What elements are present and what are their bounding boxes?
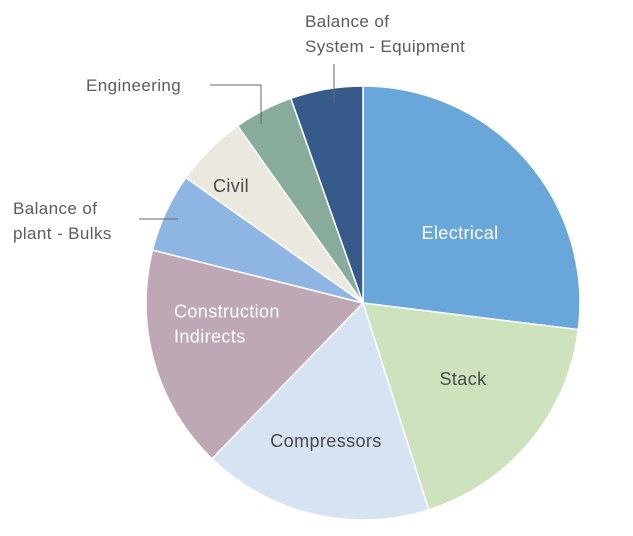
slice-label-compressors: Compressors [270, 431, 381, 451]
leader-line-engineering [210, 84, 262, 124]
pie-slice-construction-indirects [145, 249, 364, 460]
slice-label-engineering: Engineering [86, 76, 181, 95]
slice-label-stack: Stack [439, 369, 487, 389]
slice-label-construction-indirects: Construction Indirects [174, 302, 280, 347]
slice-label-balance-of-system-equipment: Balance of System - Equipment [305, 12, 465, 56]
pie-slice-compressors [211, 302, 430, 521]
pie-slice-stack [362, 302, 580, 511]
pie-slice-electrical [362, 85, 581, 331]
slice-label-balance-of-plant-bulks: Balance of plant - Bulks [13, 199, 112, 243]
slice-label-electrical: Electrical [421, 223, 498, 243]
pie-slice-balance-of-system-equipment [290, 85, 364, 304]
slice-label-civil: Civil [213, 176, 249, 196]
